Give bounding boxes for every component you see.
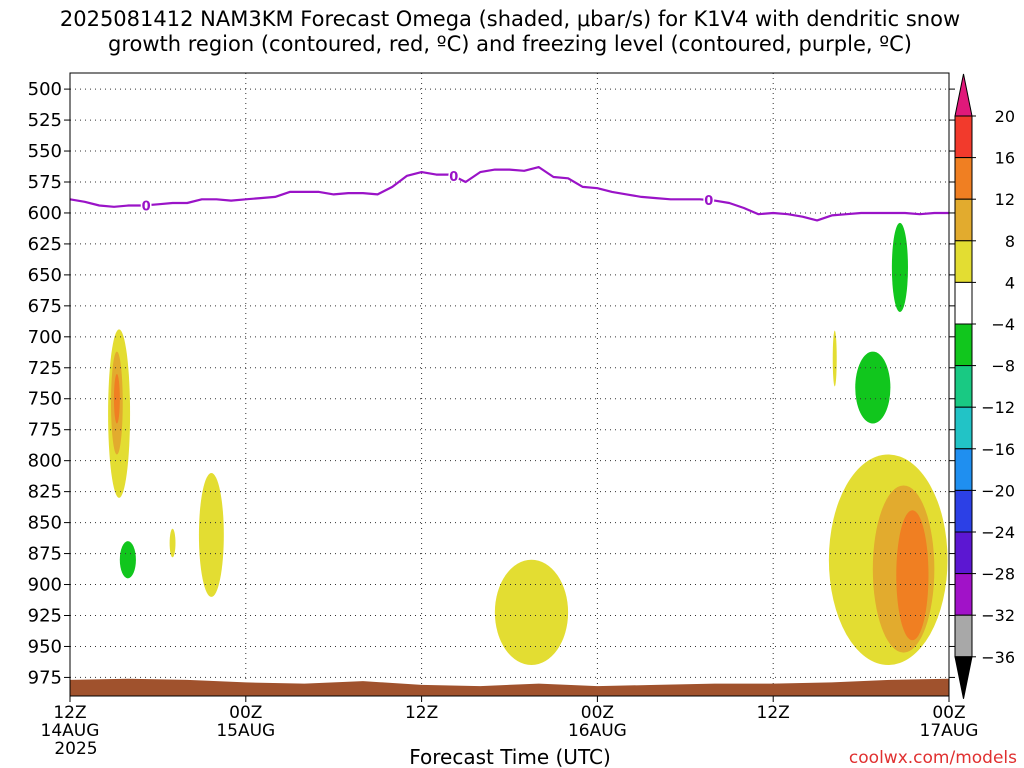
omega-region-7 [891, 222, 908, 313]
y-tick-label: 850 [28, 513, 62, 534]
x-tick-label: 00Z [581, 703, 614, 723]
plot-frame [69, 72, 950, 697]
terrain-fill [70, 678, 949, 696]
x-tick-label: 12Z [405, 703, 438, 723]
omega-region-9 [855, 351, 891, 424]
colorbar-bin [954, 489, 973, 533]
y-tick-label: 975 [28, 667, 62, 688]
omega-shading [108, 222, 948, 666]
omega-region-4 [169, 528, 176, 558]
y-tick-label: 900 [28, 575, 62, 596]
y-tick-label: 800 [28, 451, 62, 472]
colorbar-bin [954, 115, 973, 159]
x-axis-label: Forecast Time (UTC) [409, 745, 611, 768]
colorbar-label: −24 [981, 523, 1015, 542]
x-tick-label: 2025 [54, 739, 97, 759]
y-tick-label: 625 [28, 234, 62, 255]
colorbar-label: −28 [981, 565, 1015, 584]
omega-region-6 [494, 559, 569, 666]
x-tick-label: 00Z [229, 703, 262, 723]
chart-title: 2025081412 NAM3KM Forecast Omega (shaded… [60, 7, 960, 56]
x-tick-label: 16AUG [568, 721, 627, 741]
omega-region-12 [896, 510, 929, 641]
colorbar-label: −12 [981, 398, 1015, 417]
omega-region-8 [832, 330, 837, 387]
y-tick-label: 600 [28, 203, 62, 224]
colorbar-label: −20 [981, 481, 1015, 500]
colorbar-label: 8 [1005, 232, 1015, 251]
colorbar-bin [954, 323, 973, 367]
y-tick-label: 725 [28, 358, 62, 379]
colorbar-label: −36 [981, 648, 1015, 667]
y-tick-label: 675 [28, 296, 62, 317]
colorbar-label: −4 [991, 315, 1015, 334]
y-axis-pressure: 500 525 550 575 600 625 650 675 700 725 750 775 800 8… [28, 79, 955, 688]
chart-title-line-1: 2025081412 NAM3KM Forecast Omega (shaded… [60, 7, 960, 31]
chart-title-line-2: growth region (contoured, red, ºC) and f… [108, 32, 912, 56]
freezing-level-label: 0 [704, 194, 713, 209]
y-tick-label: 825 [28, 482, 62, 503]
colorbar-label: −8 [991, 357, 1015, 376]
colorbar-bin [954, 281, 973, 325]
x-tick-label: 15AUG [216, 721, 275, 741]
terrain-area [70, 678, 949, 696]
omega-region-2 [113, 373, 120, 424]
freezing-level-contour: 0 0 0 [69, 166, 949, 222]
x-tick-label: 14AUG [41, 721, 100, 741]
y-tick-label: 550 [28, 141, 62, 162]
colorbar-bin-top [954, 73, 973, 117]
colorbar-bin [954, 531, 973, 575]
colorbar-bin [954, 157, 973, 200]
colorbar-bin [954, 240, 973, 283]
colorbar-label: −32 [981, 606, 1015, 625]
colorbar-label: 20 [995, 107, 1015, 126]
x-tick-label: 12Z [53, 703, 86, 723]
freezing-level-line [69, 166, 949, 222]
credit-text: coolwx.com/models [849, 748, 1017, 768]
x-tick-label: 12Z [757, 703, 790, 723]
freezing-level-label: 0 [449, 170, 458, 185]
colorbar: 20 16 12 8 4 −4 −8 −12 −16 −20 −24 −28 −32 −36 [954, 73, 1015, 699]
y-tick-label: 700 [28, 327, 62, 348]
colorbar-bin [954, 614, 973, 658]
omega-region-3 [119, 541, 136, 579]
colorbar-bin [954, 198, 973, 242]
y-tick-label: 650 [28, 265, 62, 286]
y-tick-label: 875 [28, 544, 62, 565]
colorbar-label: 16 [995, 149, 1015, 168]
colorbar-label: 12 [995, 190, 1015, 209]
colorbar-bin [954, 573, 973, 616]
y-tick-label: 950 [28, 636, 62, 657]
y-tick-label: 525 [28, 110, 62, 131]
colorbar-bin [954, 365, 973, 408]
colorbar-label: 4 [1005, 273, 1015, 292]
y-tick-label: 500 [28, 79, 62, 100]
colorbar-bin-bottom [954, 656, 973, 699]
x-tick-label: 17AUG [920, 721, 979, 741]
colorbar-label: −16 [981, 440, 1015, 459]
colorbar-bin [954, 406, 973, 450]
y-tick-label: 775 [28, 420, 62, 441]
x-tick-label: 00Z [932, 703, 965, 723]
omega-region-5 [198, 473, 224, 597]
colorbar-bin [954, 448, 973, 491]
y-tick-label: 575 [28, 172, 62, 193]
freezing-level-label: 0 [142, 199, 151, 214]
y-tick-label: 750 [28, 389, 62, 410]
y-tick-label: 925 [28, 605, 62, 626]
